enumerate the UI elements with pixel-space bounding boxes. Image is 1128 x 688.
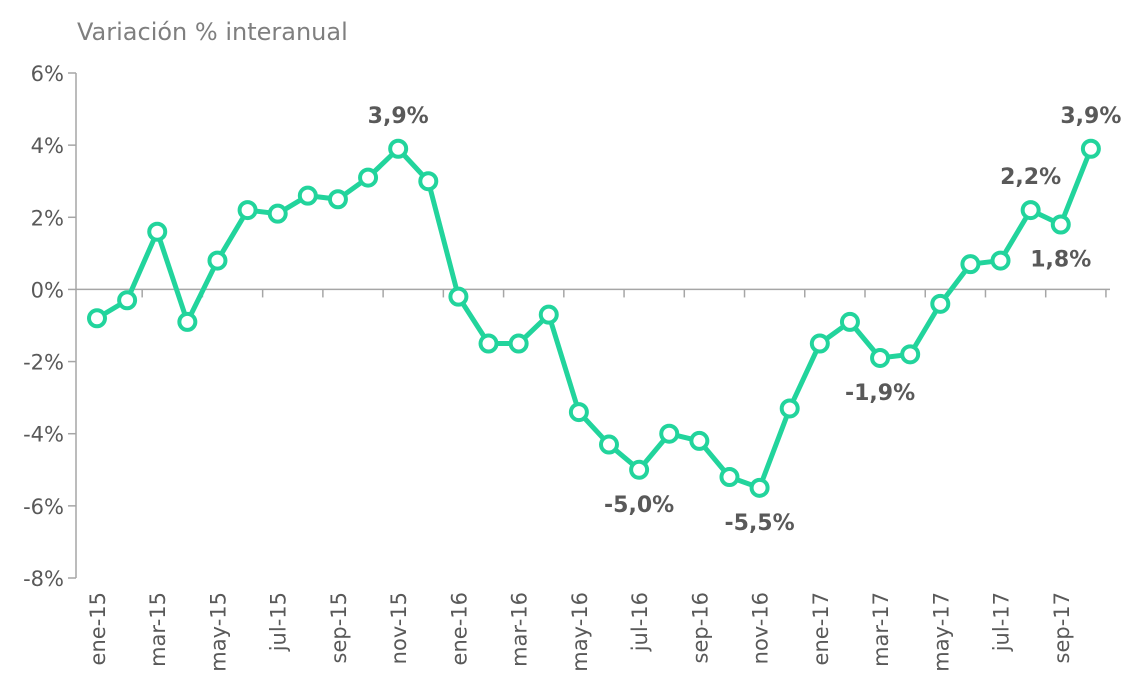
data-point <box>448 286 469 307</box>
data-label: 2,2% <box>1000 165 1061 190</box>
data-point <box>237 200 258 221</box>
data-point <box>538 304 559 325</box>
data-point <box>568 402 589 423</box>
x-tick-label: jul-15 <box>267 592 291 652</box>
data-point <box>870 347 891 368</box>
x-tick-label: mar-17 <box>869 592 893 667</box>
data-point <box>779 398 800 419</box>
data-point <box>297 185 318 206</box>
x-tick-label: nov-15 <box>387 592 411 664</box>
data-point <box>267 203 288 224</box>
data-label: 1,8% <box>1030 248 1091 273</box>
data-point <box>629 459 650 480</box>
data-label: -5,0% <box>604 493 674 518</box>
x-tick-label: jul-17 <box>990 592 1014 652</box>
data-point <box>960 254 981 275</box>
x-tick-label: may-15 <box>206 592 230 672</box>
data-label: 3,9% <box>1060 104 1121 129</box>
y-tick-label: -6% <box>23 495 64 519</box>
data-point <box>1080 138 1101 159</box>
x-tick-label: ene-16 <box>447 592 471 665</box>
x-tick-label: sep-15 <box>327 592 351 664</box>
x-tick-label: ene-15 <box>86 592 110 665</box>
data-point <box>749 477 770 498</box>
data-point <box>418 171 439 192</box>
data-point <box>839 311 860 332</box>
data-point <box>147 221 168 242</box>
x-tick-label: jul-16 <box>628 592 652 652</box>
x-tick-label: nov-16 <box>749 592 773 664</box>
x-tick-label: sep-16 <box>688 592 712 664</box>
data-label: -1,9% <box>845 381 915 406</box>
data-point <box>327 189 348 210</box>
x-tick-label: ene-17 <box>809 592 833 665</box>
data-point <box>990 250 1011 271</box>
y-tick-label: 6% <box>31 62 64 86</box>
y-tick-label: 4% <box>31 134 64 158</box>
y-tick-label: -2% <box>23 351 64 375</box>
data-point <box>117 290 138 311</box>
chart-title: Variación % interanual <box>77 18 348 46</box>
data-point <box>900 344 921 365</box>
data-label: -5,5% <box>725 511 795 536</box>
x-tick-label: may-17 <box>929 592 953 672</box>
data-point <box>599 434 619 455</box>
data-point <box>1050 214 1071 235</box>
data-point <box>177 311 198 332</box>
data-label: 3,9% <box>368 104 429 129</box>
data-point <box>87 308 107 329</box>
data-point <box>207 250 228 271</box>
x-tick-label: sep-17 <box>1050 592 1074 664</box>
x-tick-label: mar-15 <box>146 592 170 667</box>
data-point <box>689 430 710 451</box>
y-tick-label: -8% <box>23 567 64 591</box>
x-tick-label: may-16 <box>568 592 592 672</box>
data-point <box>659 423 680 444</box>
data-point <box>358 167 379 188</box>
data-point <box>508 333 529 354</box>
y-tick-label: 0% <box>31 278 64 302</box>
x-tick-label: mar-16 <box>508 592 532 667</box>
data-line <box>95 146 1094 491</box>
y-tick-label: 2% <box>31 206 64 230</box>
data-point <box>478 333 499 354</box>
data-point <box>930 293 951 314</box>
data-point <box>719 467 740 487</box>
data-point <box>388 138 409 159</box>
data-point <box>809 333 830 354</box>
data-point <box>1020 200 1041 221</box>
y-tick-label: -4% <box>23 423 64 447</box>
